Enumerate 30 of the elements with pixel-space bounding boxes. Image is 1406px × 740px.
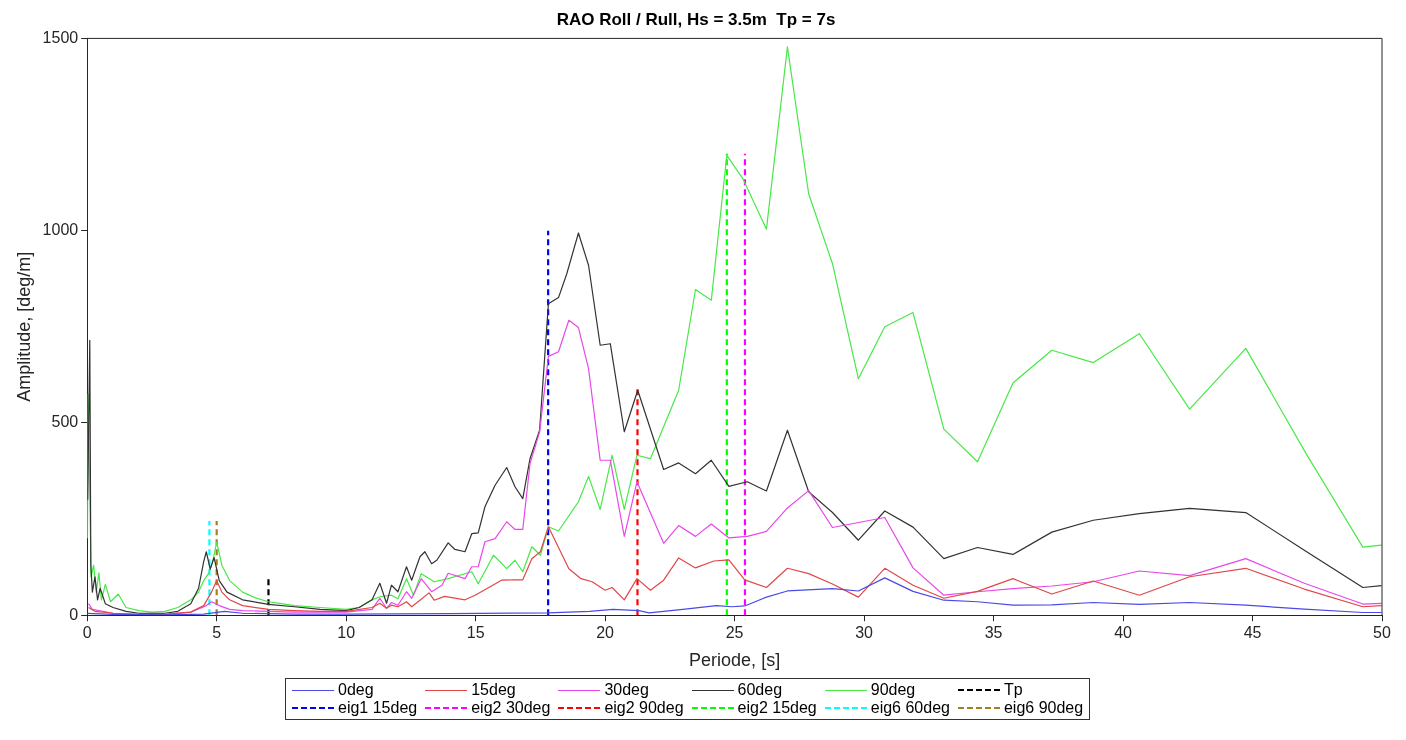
y-tick-label: 1500 [42, 28, 79, 46]
legend-label: 0deg [338, 681, 374, 699]
x-tick-label: 25 [725, 624, 744, 642]
x-tick-label: 40 [1114, 624, 1133, 642]
x-tick-label: 0 [82, 624, 92, 642]
legend-label: eig2 30deg [471, 699, 551, 717]
y-tick-label: 500 [51, 413, 79, 431]
x-tick-label: 15 [466, 624, 485, 642]
legend-label: eig6 90deg [1003, 699, 1084, 717]
x-tick-label: 30 [855, 624, 874, 642]
x-tick-label: 20 [596, 624, 615, 642]
legend-label: eig1 15deg [338, 699, 418, 717]
legend-label: Tp [1003, 681, 1023, 699]
x-tick-label: 10 [337, 624, 356, 642]
legend-label: eig6 60deg [870, 699, 950, 717]
y-axis-title: Amplitude, [deg/m] [13, 251, 34, 402]
legend-label: eig2 15deg [737, 699, 817, 717]
x-tick-label: 50 [1373, 624, 1391, 642]
y-tick-label: 1000 [42, 221, 79, 239]
legend-label: 15deg [471, 681, 516, 699]
x-axis-title: Periode, [s] [689, 650, 781, 671]
x-tick-label: 5 [212, 624, 222, 642]
chart-title: RAO Roll / Rull, Hs = 3.5m Tp = 7s [556, 9, 836, 29]
legend-label: eig2 90deg [604, 699, 684, 717]
x-tick-label: 45 [1243, 624, 1262, 642]
legend-label: 30deg [604, 681, 649, 699]
legend-label: 60deg [737, 681, 783, 699]
legend-label: 90deg [870, 681, 916, 699]
y-tick-label: 0 [69, 605, 79, 623]
x-tick-label: 35 [984, 624, 1003, 642]
